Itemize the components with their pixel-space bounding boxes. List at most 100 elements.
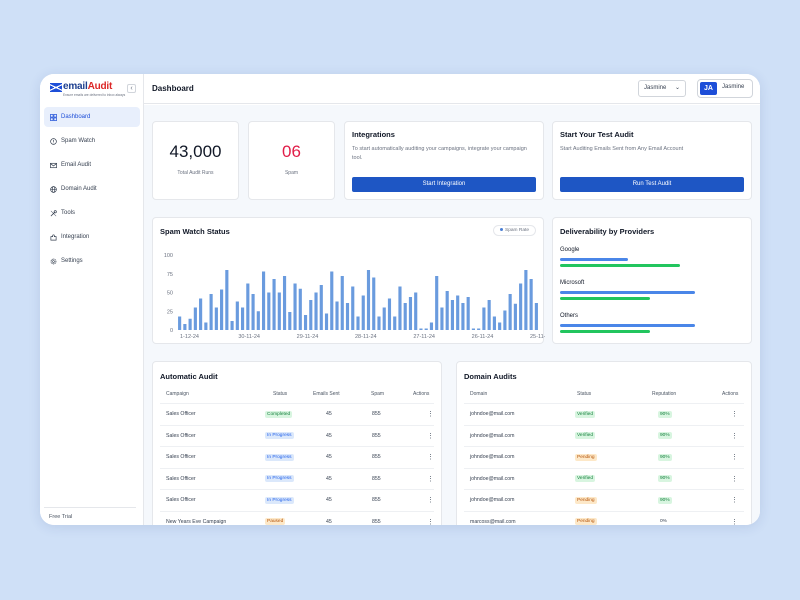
table-row[interactable]: johndoe@mail.com Verified 90% ⋮ <box>464 404 744 426</box>
chart-bar[interactable] <box>209 294 213 330</box>
column-header[interactable]: Emails Sent <box>313 391 340 397</box>
chart-bar[interactable] <box>424 328 428 331</box>
chart-bar[interactable] <box>272 279 276 330</box>
chart-bar[interactable] <box>277 292 281 331</box>
table-row[interactable]: johndoe@mail.com Pending 90% ⋮ <box>464 490 744 512</box>
chart-bar[interactable] <box>513 303 517 330</box>
chart-bar[interactable] <box>377 316 381 331</box>
column-header[interactable]: Domain <box>470 391 488 397</box>
chart-bar[interactable] <box>477 328 481 331</box>
chart-legend[interactable]: Spam Rate <box>493 225 536 236</box>
chart-bar[interactable] <box>361 295 365 331</box>
column-header[interactable]: Status <box>577 391 592 397</box>
chart-bar[interactable] <box>398 286 402 331</box>
chart-bar[interactable] <box>199 298 203 331</box>
chart-bar[interactable] <box>267 292 271 331</box>
more-actions-icon[interactable]: ⋮ <box>731 432 738 440</box>
sidebar-item-email-audit[interactable]: Email Audit <box>44 155 140 175</box>
table-row[interactable]: marcoss@mail.com Pending 0% ⋮ <box>464 512 744 525</box>
chart-bar[interactable] <box>246 283 250 331</box>
chart-bar[interactable] <box>382 307 386 331</box>
chart-bar[interactable] <box>303 315 308 330</box>
chart-bar[interactable] <box>450 300 455 330</box>
chart-bar[interactable] <box>256 311 260 330</box>
table-row[interactable]: johndoe@mail.com Verified 90% ⋮ <box>464 426 744 447</box>
more-actions-icon[interactable]: ⋮ <box>427 454 434 462</box>
chart-bar[interactable] <box>193 307 197 331</box>
sidebar-item-integration[interactable]: Integration <box>44 227 140 247</box>
more-actions-icon[interactable]: ⋮ <box>427 497 434 505</box>
chart-bar[interactable] <box>251 294 255 330</box>
chart-bar[interactable] <box>309 300 313 330</box>
chart-bar[interactable] <box>529 279 533 330</box>
more-actions-icon[interactable]: ⋮ <box>427 411 434 419</box>
sidebar-item-spam-watch[interactable]: Spam Watch <box>44 131 140 151</box>
collapse-sidebar-button[interactable]: ‹ <box>127 84 136 93</box>
user-menu[interactable]: JA Jasmine <box>697 79 753 98</box>
chart-bar[interactable] <box>220 289 224 331</box>
sidebar-item-settings[interactable]: Settings <box>44 251 140 271</box>
column-header[interactable]: Reputation <box>652 391 677 397</box>
chart-bar[interactable] <box>471 328 475 331</box>
chart-bar[interactable] <box>235 301 239 331</box>
sidebar-item-domain-audit[interactable]: Domain Audit <box>44 179 140 199</box>
more-actions-icon[interactable]: ⋮ <box>731 497 738 505</box>
chart-bar[interactable] <box>498 322 502 331</box>
run-test-audit-button[interactable]: Run Test Audit <box>560 177 744 192</box>
start-integration-button[interactable]: Start Integration <box>352 177 536 192</box>
free-trial-label[interactable]: Free Trial <box>44 507 136 525</box>
table-row[interactable]: johndoe@mail.com Verified 90% ⋮ <box>464 469 744 490</box>
chart-bar[interactable] <box>524 270 528 330</box>
chart-bar[interactable] <box>188 318 192 330</box>
table-row[interactable]: New Years Eve Campaign Paused 45 855 ⋮ <box>160 512 434 525</box>
chart-bar[interactable] <box>508 294 512 330</box>
column-header[interactable]: Actions <box>722 391 739 397</box>
chart-bar[interactable] <box>178 316 182 331</box>
chart-bar[interactable] <box>183 324 187 330</box>
chart-bar[interactable] <box>214 307 218 331</box>
chart-bar[interactable] <box>387 298 392 331</box>
chart-bar[interactable] <box>445 291 449 330</box>
chart-bar[interactable] <box>492 316 496 331</box>
table-row[interactable]: Sales Officer In Progress 45 855 ⋮ <box>160 426 434 447</box>
more-actions-icon[interactable]: ⋮ <box>427 475 434 483</box>
chart-bar[interactable] <box>487 300 491 330</box>
chart-bar[interactable] <box>230 321 234 330</box>
sidebar-item-dashboard[interactable]: Dashboard <box>44 107 140 127</box>
chart-bar[interactable] <box>282 276 287 330</box>
chart-bar[interactable] <box>419 328 423 331</box>
chart-bar[interactable] <box>351 286 355 331</box>
chart-bar[interactable] <box>414 292 418 331</box>
chart-bar[interactable] <box>345 303 350 330</box>
more-actions-icon[interactable]: ⋮ <box>427 518 434 525</box>
chart-bar[interactable] <box>534 303 538 330</box>
chart-bar[interactable] <box>335 301 339 331</box>
chart-bar[interactable] <box>324 313 329 331</box>
chart-bar[interactable] <box>288 312 292 330</box>
chart-bar[interactable] <box>319 285 323 330</box>
column-header[interactable]: Status <box>273 391 288 397</box>
table-row[interactable]: Sales Officer Completed 45 855 ⋮ <box>160 404 434 426</box>
more-actions-icon[interactable]: ⋮ <box>731 518 738 525</box>
chart-bar[interactable] <box>456 295 460 331</box>
chart-bar[interactable] <box>440 307 444 331</box>
chart-bar[interactable] <box>482 307 486 331</box>
chart-bar[interactable] <box>340 276 344 330</box>
table-row[interactable]: johndoe@mail.com Pending 90% ⋮ <box>464 447 744 469</box>
chart-bar[interactable] <box>330 271 334 331</box>
table-row[interactable]: Sales Officer In Progress 45 855 ⋮ <box>160 447 434 469</box>
more-actions-icon[interactable]: ⋮ <box>427 432 434 440</box>
logo[interactable]: emailAudit Ensure emails are delivered t… <box>50 81 130 102</box>
chart-bar[interactable] <box>225 270 229 330</box>
chart-bar[interactable] <box>261 271 266 331</box>
sidebar-item-tools[interactable]: Tools <box>44 203 140 223</box>
chart-bar[interactable] <box>429 322 434 331</box>
chart-bar[interactable] <box>403 303 407 330</box>
table-row[interactable]: Sales Officer In Progress 45 855 ⋮ <box>160 490 434 512</box>
chart-bar[interactable] <box>372 277 376 331</box>
chart-bar[interactable] <box>461 303 465 330</box>
column-header[interactable]: Spam <box>371 391 385 397</box>
chart-bar[interactable] <box>314 292 318 331</box>
chart-bar[interactable] <box>293 283 297 331</box>
column-header[interactable]: Campaign <box>166 391 189 397</box>
